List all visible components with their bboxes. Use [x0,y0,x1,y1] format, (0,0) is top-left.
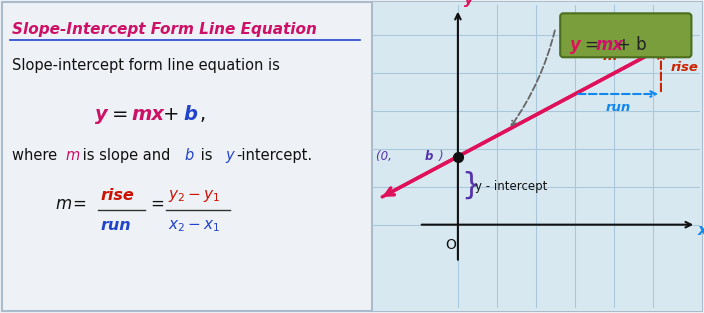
Text: m: m [55,195,71,213]
Text: m: m [603,49,617,63]
Text: is slope and: is slope and [78,148,175,163]
Text: where: where [12,148,62,163]
Text: $x_2 - x_1$: $x_2 - x_1$ [168,218,220,234]
FancyBboxPatch shape [372,2,702,311]
Text: Slope-intercept form line equation is: Slope-intercept form line equation is [12,58,280,73]
Text: + b: + b [617,36,647,54]
Text: y: y [225,148,234,163]
Text: b: b [425,150,433,163]
Text: rise: rise [100,188,134,203]
FancyBboxPatch shape [560,13,691,57]
Text: y: y [95,105,108,124]
Text: b: b [183,105,197,124]
Text: ,: , [200,105,206,124]
Text: x: x [698,223,704,238]
Text: =: = [72,195,86,213]
Text: b: b [184,148,194,163]
Text: mx: mx [131,105,164,124]
Text: =: = [584,36,598,54]
Text: mx: mx [596,36,624,54]
Text: rise: rise [671,61,698,74]
Text: }: } [461,170,480,199]
Text: y - intercept: y - intercept [475,180,548,193]
Text: (0,: (0, [376,150,396,163]
Text: is: is [196,148,217,163]
Text: -intercept.: -intercept. [236,148,312,163]
Text: run: run [605,101,631,114]
Text: =: = [150,195,164,213]
Text: Slope-Intercept Form Line Equation: Slope-Intercept Form Line Equation [12,22,317,37]
Text: y: y [464,0,474,7]
Text: m: m [65,148,80,163]
Text: +: + [163,105,186,124]
Text: $y_2 - y_1$: $y_2 - y_1$ [168,188,220,204]
Text: O: O [446,238,456,252]
Text: ): ) [439,150,443,163]
Text: run: run [100,218,131,233]
Text: =: = [112,105,129,124]
Text: y: y [570,36,582,54]
